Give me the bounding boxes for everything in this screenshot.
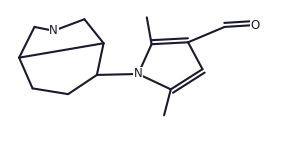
Text: O: O: [251, 19, 260, 31]
Text: N: N: [49, 24, 58, 37]
Text: N: N: [134, 67, 143, 80]
